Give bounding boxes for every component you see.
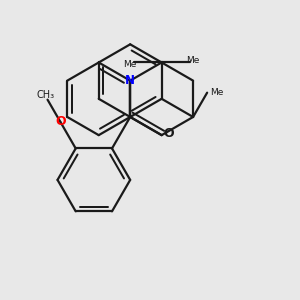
Text: N: N [125,74,135,87]
Text: Me: Me [210,88,224,97]
Text: Me: Me [124,60,137,69]
Text: CH₃: CH₃ [36,90,54,100]
Text: O: O [55,115,66,128]
Text: O: O [163,127,174,140]
Text: Me: Me [186,56,200,65]
